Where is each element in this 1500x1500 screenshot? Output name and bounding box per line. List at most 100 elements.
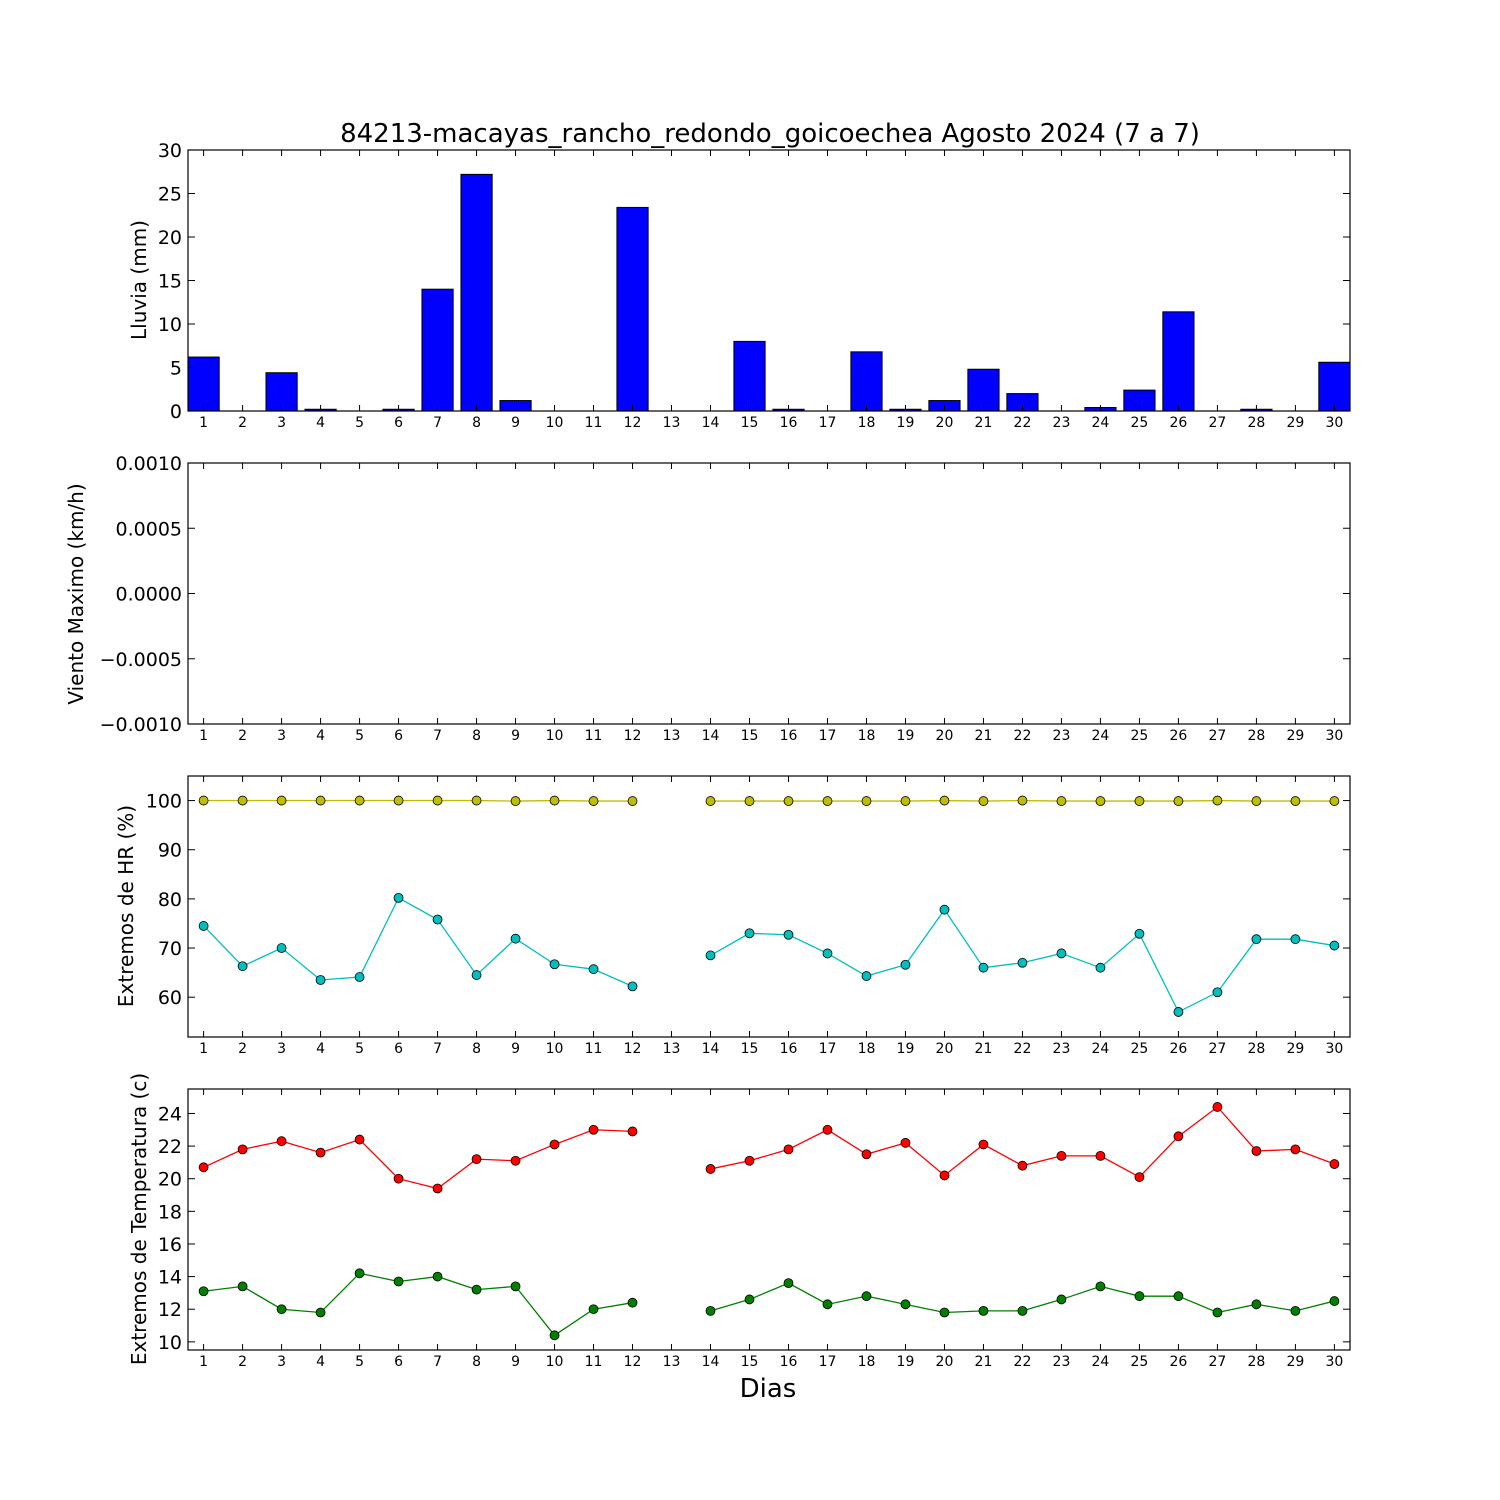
wind-xtick-label: 11 <box>585 728 603 744</box>
wind-ytick-label: 0.0000 <box>116 584 182 606</box>
temperature-series-0-point-day-12 <box>627 1126 638 1137</box>
humidity-series-1-line-0 <box>203 896 633 987</box>
rain-xtick-label: 7 <box>433 415 442 431</box>
wind-xtick-label: 21 <box>975 728 993 744</box>
rain-xtick-label: 8 <box>472 415 481 431</box>
temperature-ylabel: Extremos de Temperatura (c) <box>127 1073 151 1365</box>
temperature-series-0-point-day-26 <box>1173 1131 1184 1142</box>
humidity-series-1-point-day-12 <box>627 981 638 992</box>
rain-bar-day-21 <box>967 368 1000 412</box>
humidity-series-0-point-day-11 <box>588 796 599 806</box>
humidity-xtick-label: 18 <box>858 1041 876 1057</box>
humidity-series-0-point-day-17 <box>822 796 833 806</box>
humidity-xtick-label: 7 <box>433 1041 442 1057</box>
temperature-xtick-label: 22 <box>1014 1354 1032 1370</box>
temperature-series-1-point-day-12 <box>627 1297 638 1308</box>
humidity-xtick-label: 30 <box>1325 1041 1343 1057</box>
temperature-ytick-label: 22 <box>158 1136 182 1158</box>
temperature-series-0-point-day-7 <box>432 1183 443 1194</box>
temperature-xtick-label: 12 <box>624 1354 642 1370</box>
temperature-series-1-point-day-18 <box>861 1291 872 1302</box>
rain-ylabel: Lluvia (mm) <box>127 220 151 340</box>
humidity-series-1-point-day-1 <box>198 921 209 931</box>
humidity-xtick-label: 13 <box>663 1041 681 1057</box>
temperature-xtick-label: 10 <box>546 1354 564 1370</box>
temperature-series-0-point-day-3 <box>276 1136 287 1147</box>
humidity-series-1-point-day-26 <box>1173 1007 1184 1017</box>
temperature-series-0-point-day-11 <box>588 1124 599 1135</box>
rain-xtick-label: 27 <box>1209 415 1227 431</box>
temperature-xtick-label: 24 <box>1092 1354 1110 1370</box>
humidity-ytick-label: 80 <box>158 889 182 911</box>
humidity-xtick-label: 9 <box>511 1041 520 1057</box>
humidity-xtick-label: 28 <box>1248 1041 1266 1057</box>
temperature-series-1-point-day-17 <box>822 1299 833 1310</box>
temperature-xtick-label: 4 <box>316 1354 325 1370</box>
rain-xtick-label: 5 <box>355 415 364 431</box>
humidity-series-0-point-day-10 <box>549 795 560 806</box>
humidity-series-0-point-day-16 <box>783 796 794 806</box>
wind-xtick-label: 25 <box>1131 728 1149 744</box>
humidity-series-1-point-day-17 <box>822 948 833 959</box>
temperature-series-0-point-day-27 <box>1212 1102 1223 1112</box>
humidity-series-0-point-day-4 <box>315 795 326 806</box>
humidity-xtick-label: 29 <box>1286 1041 1304 1057</box>
humidity-series-1-point-day-8 <box>471 970 482 980</box>
rain-xtick-label: 26 <box>1170 415 1188 431</box>
temperature-xtick-label: 18 <box>858 1354 876 1370</box>
humidity-series-0-point-day-21 <box>978 796 989 806</box>
humidity-series-0-point-day-29 <box>1290 796 1301 806</box>
humidity-series-1-point-day-6 <box>393 892 404 903</box>
humidity-xtick-label: 15 <box>741 1041 759 1057</box>
temperature-series-0-point-day-29 <box>1290 1144 1301 1155</box>
temperature-series-0-point-day-17 <box>822 1124 833 1135</box>
rain-xtick-label: 25 <box>1131 415 1149 431</box>
wind-xtick-label: 4 <box>316 728 325 744</box>
temperature-series-1-point-day-21 <box>978 1305 989 1316</box>
temperature-series-1-point-day-22 <box>1017 1305 1028 1316</box>
rain-ytick-label: 10 <box>158 314 182 336</box>
humidity-axes-frame <box>187 775 1351 1038</box>
rain-xtick-label: 3 <box>277 415 286 431</box>
humidity-series-0-point-day-26 <box>1173 796 1184 806</box>
humidity-series-1-point-day-11 <box>588 964 599 975</box>
humidity-series-1-point-day-25 <box>1134 928 1145 939</box>
humidity-series-0-point-day-3 <box>276 795 287 806</box>
temperature-series-0-point-day-4 <box>315 1147 326 1158</box>
temperature-series-1-point-day-19 <box>900 1299 911 1310</box>
temperature-xtick-label: 21 <box>975 1354 993 1370</box>
temperature-ytick-label: 20 <box>158 1169 182 1191</box>
rain-xtick-label: 24 <box>1092 415 1110 431</box>
wind-xtick-label: 1 <box>199 728 208 744</box>
temperature-series-0-point-day-18 <box>861 1149 872 1160</box>
temperature-xtick-label: 17 <box>819 1354 837 1370</box>
humidity-xtick-label: 12 <box>624 1041 642 1057</box>
temperature-series-0-point-day-24 <box>1095 1150 1106 1161</box>
rain-xtick-label: 29 <box>1286 415 1304 431</box>
temperature-xtick-label: 16 <box>780 1354 798 1370</box>
humidity-series-1-point-day-2 <box>237 961 248 972</box>
humidity-series-1-point-day-15 <box>744 928 755 939</box>
wind-ytick-label: 0.0005 <box>116 518 182 540</box>
humidity-series-0-point-day-22 <box>1017 795 1028 806</box>
humidity-xtick-label: 2 <box>238 1041 247 1057</box>
wind-xtick-label: 19 <box>897 728 915 744</box>
temperature-series-1-point-day-28 <box>1251 1299 1262 1310</box>
wind-xtick-label: 17 <box>819 728 837 744</box>
temperature-series-1-point-day-1 <box>198 1286 209 1297</box>
rain-ytick-label: 30 <box>158 140 182 162</box>
humidity-xtick-label: 25 <box>1131 1041 1149 1057</box>
rain-xtick-label: 30 <box>1325 415 1343 431</box>
humidity-series-0-point-day-12 <box>627 796 638 806</box>
humidity-series-1-point-day-10 <box>549 959 560 970</box>
temperature-series-0-point-day-6 <box>393 1173 404 1184</box>
rain-xtick-label: 17 <box>819 415 837 431</box>
rain-bar-day-26 <box>1162 311 1195 412</box>
humidity-ytick-label: 100 <box>146 791 182 813</box>
temperature-ytick-label: 14 <box>158 1267 182 1289</box>
wind-xtick-label: 3 <box>277 728 286 744</box>
wind-xtick-label: 10 <box>546 728 564 744</box>
